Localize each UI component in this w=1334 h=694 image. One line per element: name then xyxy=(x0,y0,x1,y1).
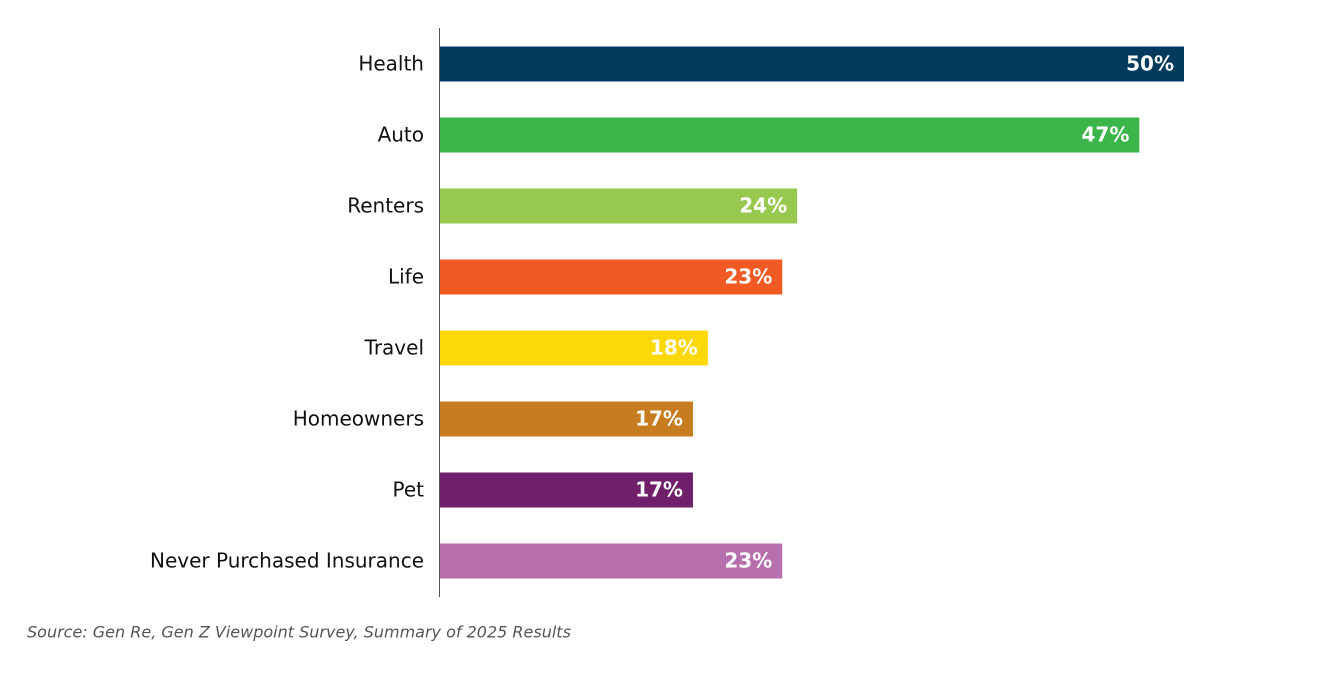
bar xyxy=(440,330,708,366)
data-label: 47% xyxy=(1081,123,1129,147)
data-label: 18% xyxy=(650,336,698,360)
data-label: 50% xyxy=(1126,52,1174,76)
category-label: Life xyxy=(388,265,424,289)
source-note: Source: Gen Re, Gen Z Viewpoint Survey, … xyxy=(27,623,571,642)
bar xyxy=(440,472,693,508)
category-label: Never Purchased Insurance xyxy=(150,549,424,573)
category-label: Homeowners xyxy=(293,407,424,431)
category-label: Auto xyxy=(378,123,424,147)
bar xyxy=(440,117,1140,153)
bar xyxy=(440,259,783,295)
data-label: 17% xyxy=(635,407,683,431)
bar xyxy=(440,46,1184,82)
category-label: Renters xyxy=(347,194,424,218)
category-label: Pet xyxy=(393,478,425,502)
category-label: Travel xyxy=(364,336,424,360)
data-label: 23% xyxy=(724,549,772,573)
bar xyxy=(440,188,798,224)
bar xyxy=(440,401,693,437)
data-label: 23% xyxy=(724,265,772,289)
data-label: 17% xyxy=(635,478,683,502)
bar xyxy=(440,543,783,579)
data-label: 24% xyxy=(739,194,787,218)
category-label: Health xyxy=(358,52,424,76)
